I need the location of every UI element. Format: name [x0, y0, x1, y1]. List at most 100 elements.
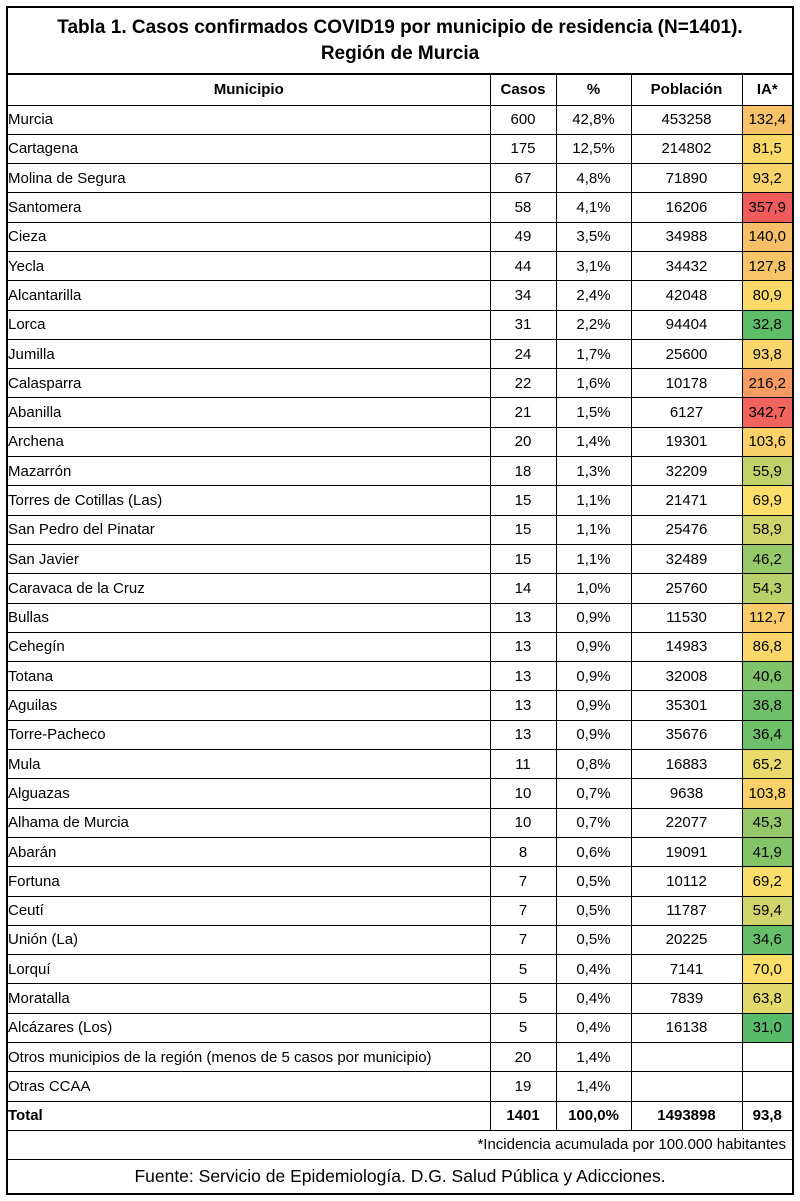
- casos-cell: 13: [489, 661, 557, 692]
- municipio-cell: Cieza: [7, 221, 491, 252]
- casos-cell: 5: [489, 954, 557, 985]
- poblacion-cell: 34988: [630, 221, 743, 252]
- poblacion-cell: 6127: [630, 397, 743, 428]
- poblacion-cell: 11530: [630, 602, 743, 633]
- poblacion-cell: 32489: [630, 543, 743, 575]
- municipio-cell: Archena: [7, 426, 491, 458]
- pct-cell: 0,5%: [555, 924, 632, 956]
- header-row: Municipio Casos % Población IA*: [7, 74, 793, 106]
- ia-cell: 45,3: [741, 807, 793, 838]
- pct-cell: 1,1%: [555, 514, 632, 545]
- ia-cell: 55,9: [741, 456, 793, 487]
- pct-cell: 0,7%: [555, 807, 632, 838]
- pct-cell: 1,0%: [555, 573, 632, 604]
- casos-cell: 19: [489, 1071, 557, 1102]
- ia-cell: 140,0: [741, 221, 793, 252]
- poblacion-cell: 9638: [630, 778, 743, 809]
- casos-cell: 5: [489, 1012, 557, 1044]
- table-row: Yecla 44 3,1% 34432 127,8: [7, 250, 793, 282]
- pct-cell: 1,7%: [555, 338, 632, 370]
- ia-cell: 86,8: [741, 631, 793, 663]
- poblacion-cell: 32008: [630, 661, 743, 692]
- table-row: Mula 11 0,8% 16883 65,2: [7, 749, 793, 780]
- ia-cell: 54,3: [741, 573, 793, 604]
- municipio-cell: Lorca: [7, 309, 491, 340]
- table-row: San Javier 15 1,1% 32489 46,2: [7, 543, 793, 575]
- poblacion-cell: 16138: [630, 1012, 743, 1044]
- poblacion-cell: 16206: [630, 192, 743, 223]
- ia-cell: 81,5: [741, 133, 793, 165]
- municipio-cell: Moratalla: [7, 983, 491, 1014]
- municipio-cell: Torre-Pacheco: [7, 719, 491, 751]
- pct-cell: 2,4%: [555, 280, 632, 311]
- poblacion-cell: 16883: [630, 749, 743, 780]
- column-header-pct: %: [555, 74, 632, 106]
- pct-cell: 3,1%: [555, 250, 632, 282]
- casos-cell: 7: [489, 895, 557, 926]
- table-row: Otras CCAA 19 1,4%: [7, 1071, 793, 1102]
- ia-cell: [741, 1071, 793, 1102]
- casos-cell: 7: [489, 866, 557, 897]
- pct-cell: 1,1%: [555, 543, 632, 575]
- poblacion-cell: 1493898: [630, 1100, 743, 1131]
- municipio-cell: Alcantarilla: [7, 280, 491, 311]
- pct-cell: 42,8%: [555, 104, 632, 135]
- table-row: Bullas 13 0,9% 11530 112,7: [7, 602, 793, 633]
- municipio-cell: Yecla: [7, 250, 491, 282]
- ia-cell: 36,4: [741, 719, 793, 751]
- table-row: Abanilla 21 1,5% 6127 342,7: [7, 397, 793, 428]
- pct-cell: 1,5%: [555, 397, 632, 428]
- municipio-cell: Totana: [7, 661, 491, 692]
- casos-cell: 21: [489, 397, 557, 428]
- pct-cell: 0,6%: [555, 836, 632, 868]
- pct-cell: 1,4%: [555, 1041, 632, 1073]
- table-row: Totana 13 0,9% 32008 40,6: [7, 661, 793, 692]
- covid-table: Tabla 1. Casos confirmados COVID19 por m…: [6, 6, 794, 1195]
- casos-cell: 5: [489, 983, 557, 1014]
- municipio-cell: Torres de Cotillas (Las): [7, 485, 491, 516]
- table-row: Molina de Segura 67 4,8% 71890 93,2: [7, 163, 793, 194]
- municipio-cell: Molina de Segura: [7, 163, 491, 194]
- municipio-cell: Total: [7, 1100, 491, 1131]
- poblacion-cell: 21471: [630, 485, 743, 516]
- table-row: Alcázares (Los) 5 0,4% 16138 31,0: [7, 1012, 793, 1044]
- poblacion-cell: [630, 1071, 743, 1102]
- municipio-cell: Cartagena: [7, 133, 491, 165]
- municipio-cell: San Pedro del Pinatar: [7, 514, 491, 545]
- municipio-cell: Abanilla: [7, 397, 491, 428]
- ia-cell: 63,8: [741, 983, 793, 1014]
- poblacion-cell: 14983: [630, 631, 743, 663]
- casos-cell: 31: [489, 309, 557, 340]
- pct-cell: 0,5%: [555, 895, 632, 926]
- pct-cell: 1,3%: [555, 456, 632, 487]
- casos-cell: 10: [489, 778, 557, 809]
- table-row: Otros municipios de la región (menos de …: [7, 1041, 793, 1073]
- ia-cell: 36,8: [741, 690, 793, 721]
- source-line: Fuente: Servicio de Epidemiología. D.G. …: [8, 1159, 792, 1193]
- municipio-cell: Alcázares (Los): [7, 1012, 491, 1044]
- poblacion-cell: 11787: [630, 895, 743, 926]
- municipio-cell: Aguilas: [7, 690, 491, 721]
- table-row: Torre-Pacheco 13 0,9% 35676 36,4: [7, 719, 793, 751]
- poblacion-cell: 94404: [630, 309, 743, 340]
- ia-cell: 31,0: [741, 1012, 793, 1044]
- casos-cell: 600: [489, 104, 557, 135]
- casos-cell: 13: [489, 690, 557, 721]
- casos-cell: 1401: [489, 1100, 557, 1131]
- poblacion-cell: 35676: [630, 719, 743, 751]
- table-row: Archena 20 1,4% 19301 103,6: [7, 426, 793, 458]
- ia-cell: 58,9: [741, 514, 793, 545]
- table-row: Torres de Cotillas (Las) 15 1,1% 21471 6…: [7, 485, 793, 516]
- ia-cell: 112,7: [741, 602, 793, 633]
- ia-cell: 357,9: [741, 192, 793, 223]
- municipio-cell: Caravaca de la Cruz: [7, 573, 491, 604]
- pct-cell: 1,6%: [555, 368, 632, 399]
- table-row: Cieza 49 3,5% 34988 140,0: [7, 221, 793, 252]
- pct-cell: 3,5%: [555, 221, 632, 252]
- table-row: Jumilla 24 1,7% 25600 93,8: [7, 338, 793, 370]
- casos-cell: 20: [489, 426, 557, 458]
- table-row: Total 1401 100,0% 1493898 93,8: [7, 1100, 793, 1131]
- pct-cell: 4,1%: [555, 192, 632, 223]
- pct-cell: 0,9%: [555, 661, 632, 692]
- ia-cell: 46,2: [741, 543, 793, 575]
